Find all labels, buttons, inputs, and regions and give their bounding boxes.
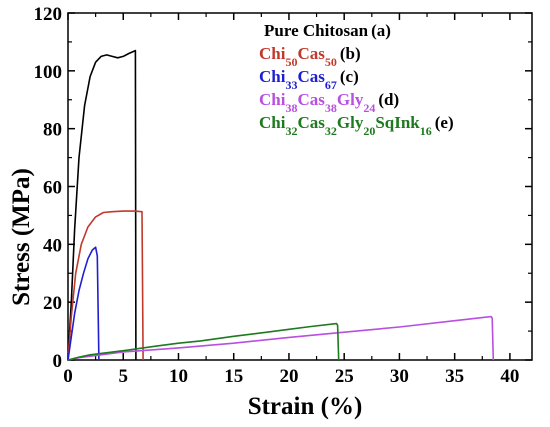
legend-entry-c: Chi33Cas67 (c)	[259, 67, 359, 92]
legend-entry-e: Chi32Cas32Gly20SqInk16 (e)	[259, 113, 454, 138]
series-line-b	[67, 210, 144, 361]
legend-entry-b: Chi50Cas50 (b)	[259, 44, 361, 69]
x-tick-label: 40	[500, 366, 519, 387]
y-tick-label: 120	[34, 4, 63, 25]
x-tick-label: 0	[63, 366, 73, 387]
series-line-e	[67, 322, 340, 361]
legend: Pure Chitosan (a) Chi50Cas50 (b)Chi33Cas67(…	[259, 21, 454, 138]
x-axis-title: Strain (%)	[248, 393, 363, 420]
legend-entry-a: Pure Chitosan (a)	[264, 21, 391, 40]
y-tick-label: 40	[43, 235, 62, 256]
y-tick-label: 20	[43, 293, 62, 314]
y-tick-label: 80	[43, 120, 62, 141]
y-tick-label: 100	[34, 62, 63, 83]
x-tick-label: 5	[118, 366, 128, 387]
axes: 0 5 10 15 20 25 30 35 40 0 20 40 60 80 100 120	[34, 4, 533, 387]
x-tick-label: 15	[224, 366, 243, 387]
x-tick-label: 30	[390, 366, 409, 387]
y-tick-label: 60	[43, 178, 62, 199]
series-line-d	[67, 315, 495, 361]
plot-series	[67, 49, 495, 361]
x-tick-label: 10	[169, 366, 188, 387]
x-tick-label: 20	[279, 366, 298, 387]
x-tick-label: 35	[445, 366, 464, 387]
series-line-c	[67, 246, 100, 361]
plot-frame	[67, 12, 533, 361]
y-axis-title: Stress (MPa)	[8, 168, 35, 306]
legend-entry-d: Chi38Cas38Gly24 (d)	[259, 90, 399, 115]
series-line-a	[67, 49, 137, 361]
y-tick-label: 0	[53, 351, 63, 372]
x-tick-label: 25	[335, 366, 354, 387]
